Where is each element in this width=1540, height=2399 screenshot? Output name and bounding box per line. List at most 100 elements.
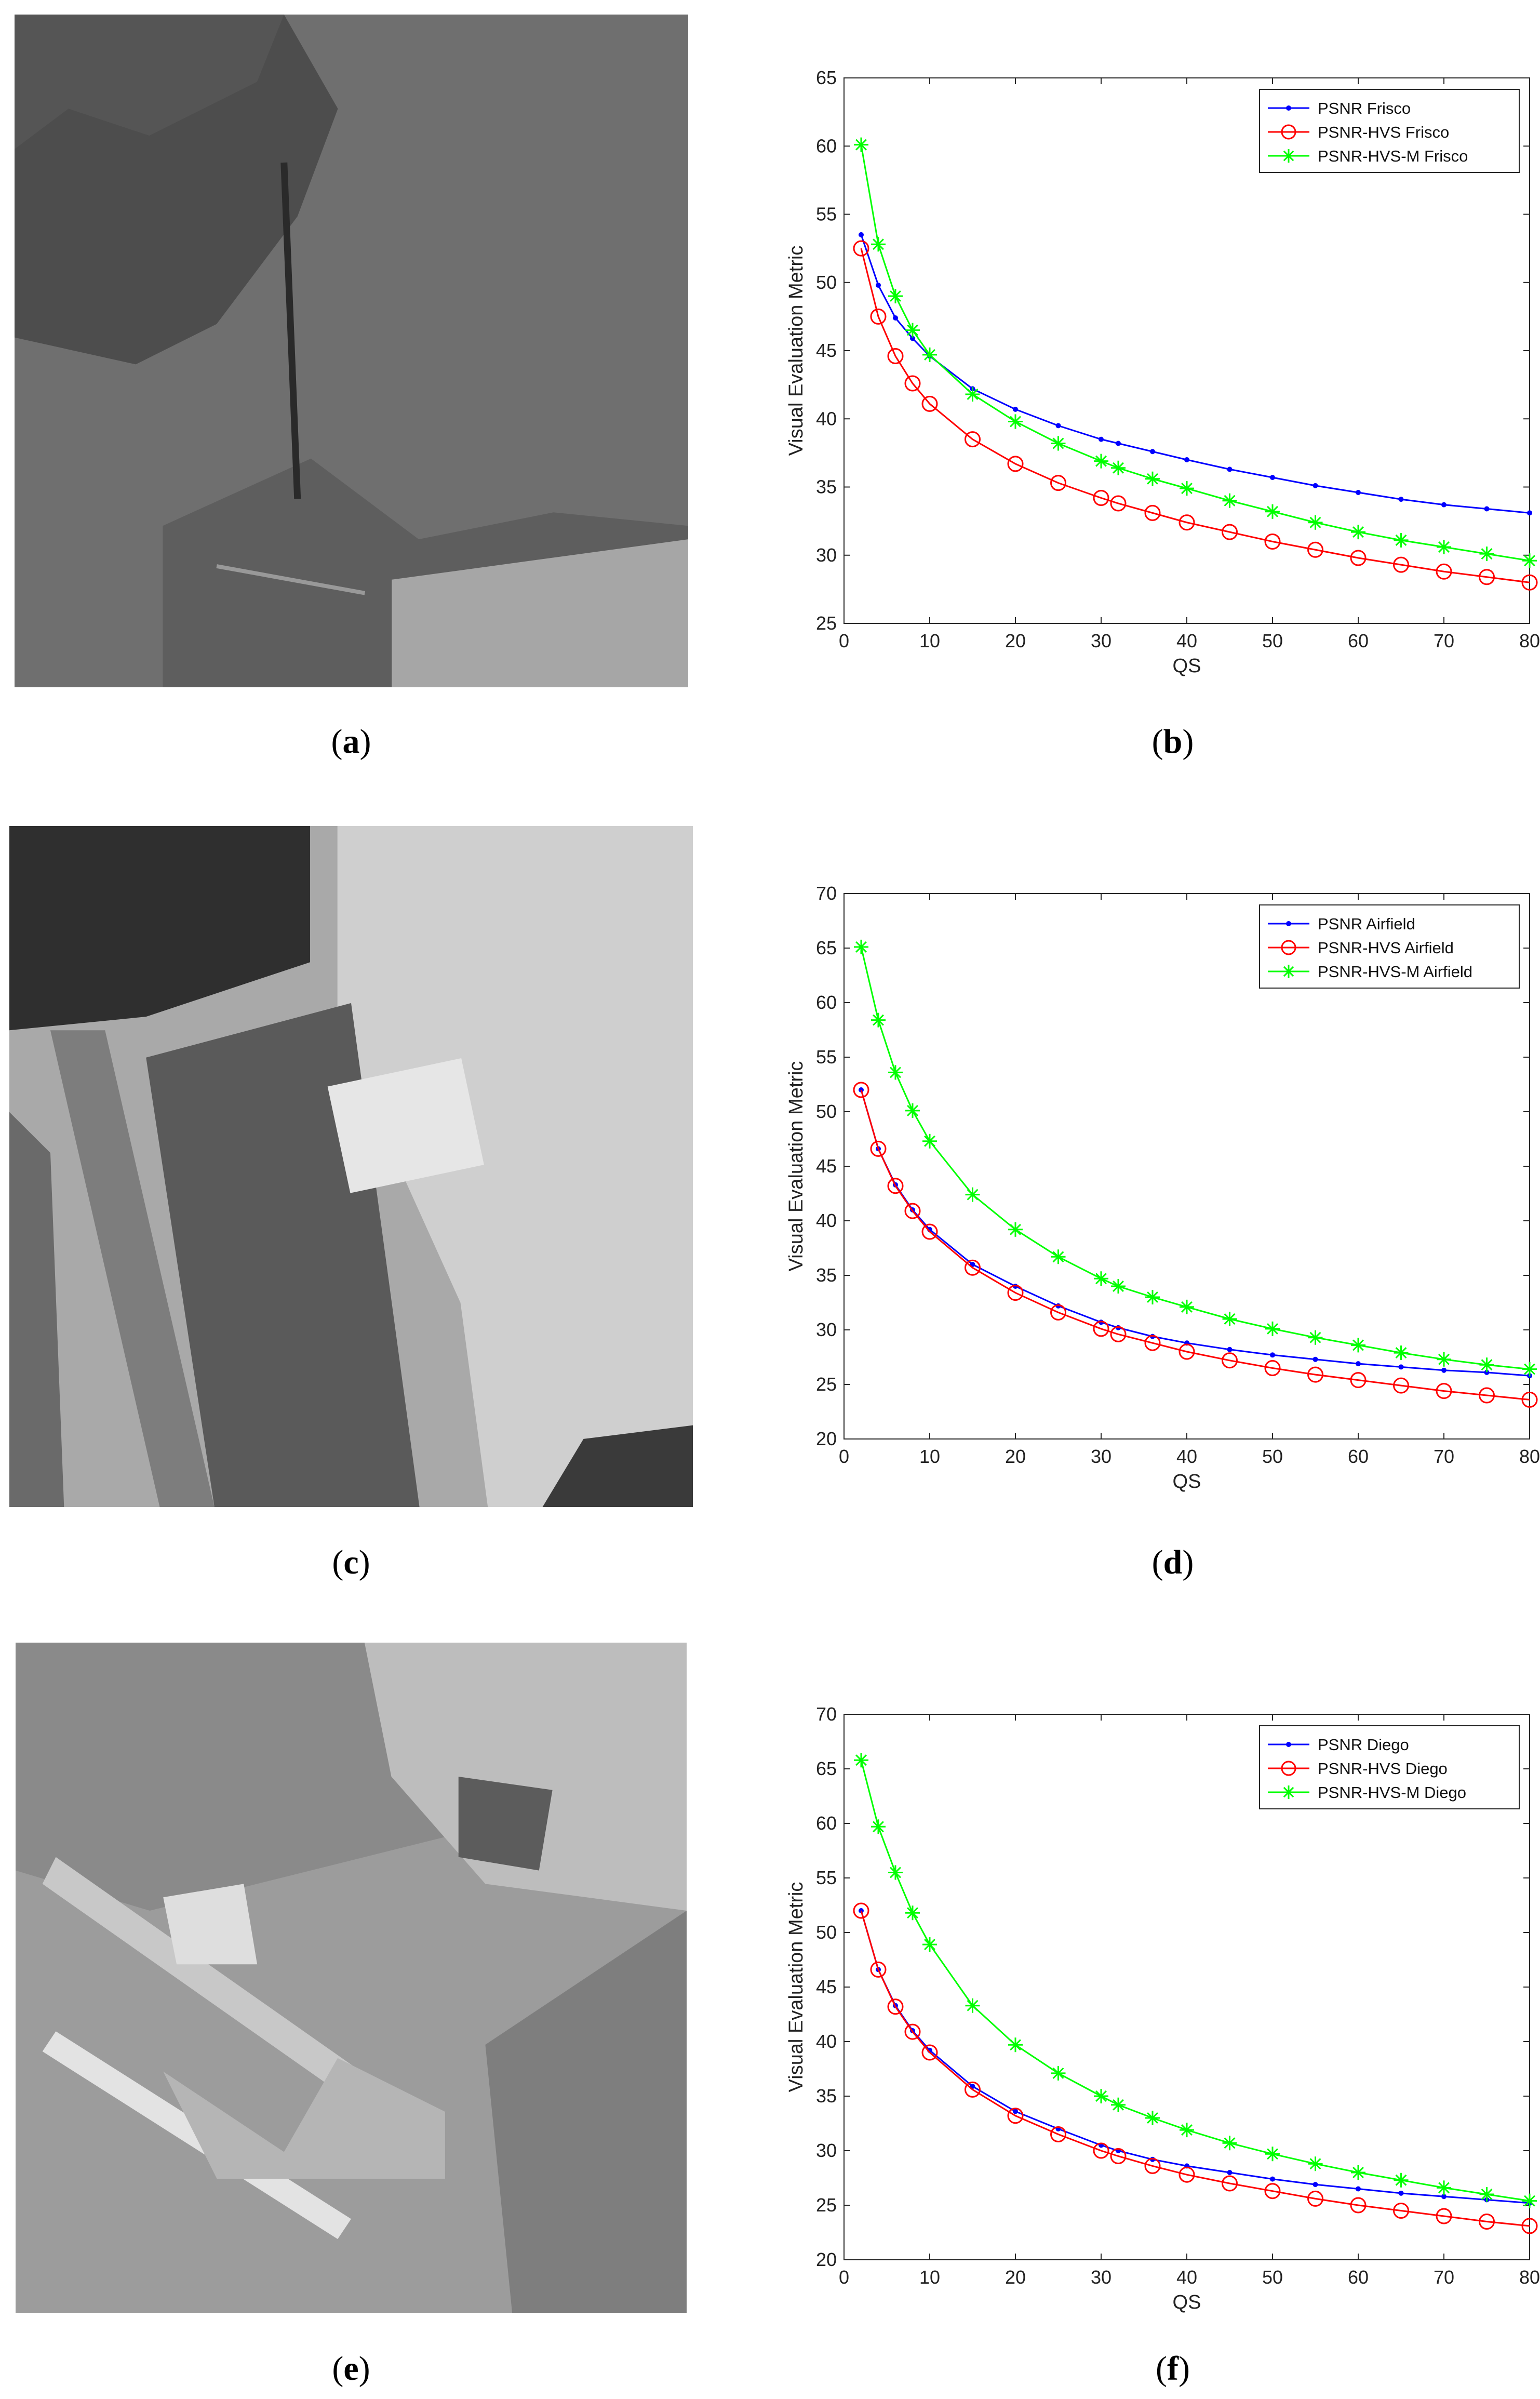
- data-point: [1055, 423, 1061, 429]
- data-point: [1110, 495, 1127, 512]
- data-point: [1308, 515, 1323, 530]
- data-point: [965, 1187, 980, 1202]
- data-point: [1356, 490, 1361, 495]
- y-tick-label: 70: [816, 1703, 837, 1725]
- data-point: [1441, 2194, 1447, 2200]
- x-tick-label: 80: [1519, 2267, 1540, 2288]
- legend-marker: [1286, 921, 1291, 926]
- chart-b: 0 10 20 30 40 50 60 70 80 25 30 35 40 45 50 55 60 65 QS Vis…: [776, 62, 1540, 696]
- x-tick-label: 70: [1434, 1446, 1454, 1467]
- data-point: [1050, 2126, 1066, 2142]
- data-point: [1393, 556, 1409, 573]
- data-point: [1265, 504, 1280, 519]
- data-point: [1222, 1312, 1237, 1326]
- y-tick-label: 65: [816, 67, 837, 88]
- x-axis-label: QS: [1173, 655, 1201, 677]
- data-point: [1116, 441, 1121, 446]
- data-point: [1479, 569, 1495, 585]
- panel-label-c: (c): [332, 1543, 370, 1581]
- data-point: [870, 308, 887, 325]
- data-point: [1479, 2187, 1494, 2202]
- data-point: [921, 1223, 938, 1240]
- data-point: [1007, 1285, 1024, 1301]
- data-point: [1265, 1321, 1280, 1336]
- data-point: [1436, 563, 1452, 580]
- series-line: [860, 234, 1530, 514]
- data-point: [1521, 574, 1538, 591]
- data-point: [905, 1905, 920, 1921]
- chart-f: 0 10 20 30 40 50 60 70 80 20 25 30 35 40 45 50 55 60 65 70 Q…: [776, 1699, 1540, 2333]
- y-tick-label: 50: [816, 272, 837, 293]
- data-point: [1479, 2214, 1495, 2230]
- data-point: [859, 232, 864, 237]
- data-point: [1094, 2089, 1108, 2103]
- data-point: [1145, 2111, 1160, 2125]
- series-line: [860, 1089, 1530, 1377]
- data-point: [922, 1937, 937, 1952]
- panel-label-f: (f): [1156, 2350, 1190, 2388]
- data-point: [1521, 2218, 1538, 2234]
- data-point: [871, 1819, 886, 1834]
- y-tick-label: 40: [816, 1210, 837, 1231]
- y-tick-label: 40: [816, 2031, 837, 2052]
- series-dot: [859, 232, 1532, 516]
- data-point: [1398, 2190, 1404, 2196]
- data-point: [887, 1178, 904, 1194]
- data-point: [1479, 547, 1494, 562]
- data-point: [853, 1902, 869, 1919]
- data-point: [1308, 2156, 1323, 2171]
- x-tick-label: 20: [1005, 2267, 1026, 2288]
- series-line: [860, 1760, 1530, 2202]
- data-point: [965, 1998, 980, 2013]
- series-circle: [853, 1902, 1538, 2234]
- satellite-photo-frisco: [15, 15, 688, 687]
- data-point: [853, 1082, 869, 1098]
- y-tick-label: 20: [816, 2249, 837, 2270]
- data-point: [1180, 481, 1194, 496]
- data-point: [1351, 525, 1365, 540]
- y-tick-label: 50: [816, 1922, 837, 1943]
- y-tick-label: 35: [816, 476, 837, 498]
- data-point: [905, 323, 920, 338]
- data-point: [965, 431, 981, 448]
- y-tick-label: 50: [816, 1101, 837, 1122]
- x-tick-label: 0: [839, 2267, 849, 2288]
- data-point: [1093, 490, 1109, 506]
- x-tick-label: 30: [1091, 1446, 1112, 1467]
- data-point: [1313, 2182, 1318, 2188]
- y-tick-label: 25: [816, 612, 837, 634]
- data-point: [1393, 2203, 1409, 2219]
- data-point: [1222, 524, 1238, 540]
- satellite-photo-airfield: [9, 826, 693, 1507]
- x-tick-label: 0: [839, 1446, 849, 1467]
- legend-marker: [1281, 940, 1296, 955]
- y-tick-label: 40: [816, 408, 837, 429]
- legend-entry: PSNR Diego: [1318, 1736, 1409, 1754]
- x-tick-label: 60: [1348, 630, 1369, 651]
- data-point: [965, 2081, 981, 2098]
- panel-label-a: (a): [331, 723, 371, 761]
- x-axis-label: QS: [1173, 2291, 1201, 2313]
- data-point: [887, 1998, 904, 2015]
- data-point: [1144, 2157, 1161, 2174]
- data-point: [921, 2044, 938, 2061]
- data-point: [1050, 475, 1066, 491]
- x-axis-label: QS: [1173, 1471, 1201, 1492]
- x-tick-label: 10: [919, 2267, 940, 2288]
- x-tick-label: 20: [1005, 1446, 1026, 1467]
- data-point: [853, 240, 869, 257]
- panel-label-d: (d): [1151, 1543, 1194, 1581]
- legend-entry: PSNR-HVS-M Airfield: [1318, 963, 1472, 981]
- data-point: [1350, 1372, 1367, 1389]
- data-point: [888, 1065, 903, 1080]
- data-point: [1180, 2123, 1194, 2138]
- data-point: [965, 387, 980, 402]
- x-tick-label: 50: [1262, 1446, 1283, 1467]
- data-point: [1051, 2065, 1066, 2081]
- data-point: [870, 1140, 887, 1157]
- data-point: [904, 375, 921, 392]
- legend-marker: [1282, 149, 1295, 163]
- legend-entry: PSNR-HVS Frisco: [1318, 123, 1449, 141]
- data-point: [1394, 1345, 1409, 1361]
- y-tick-label: 65: [816, 1758, 837, 1779]
